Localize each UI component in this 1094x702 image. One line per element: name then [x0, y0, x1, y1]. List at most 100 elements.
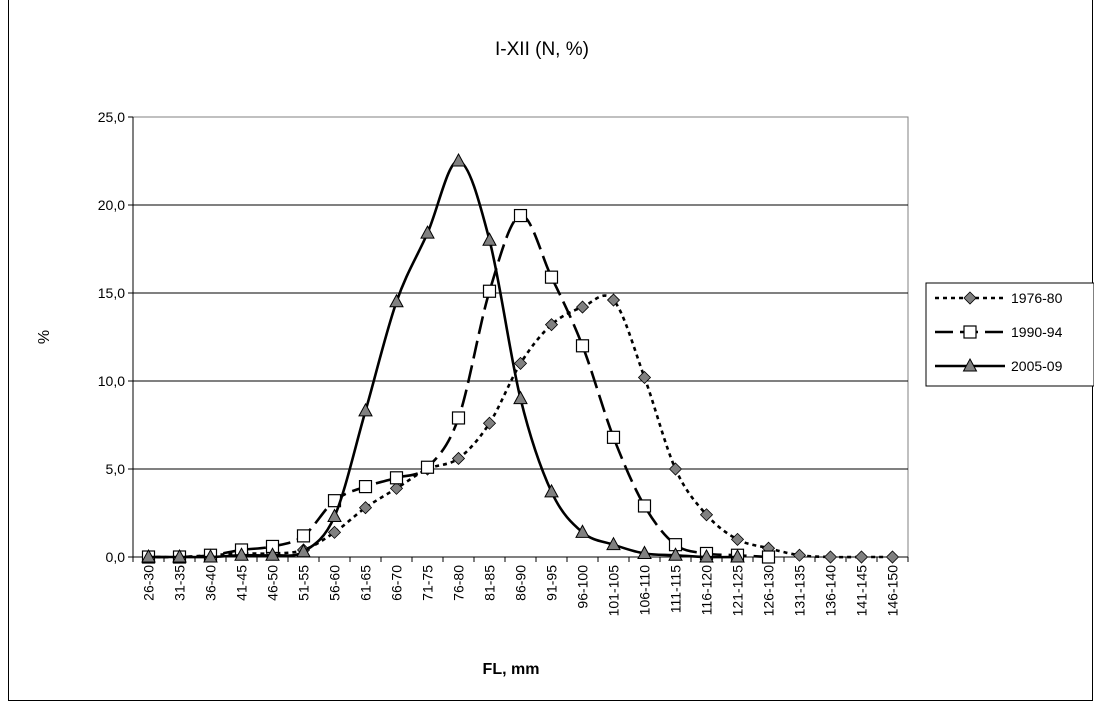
data-point-triangle	[575, 524, 590, 538]
data-point-triangle	[203, 548, 218, 563]
data-point-triangle	[234, 547, 249, 561]
x-tick-label: 26-30	[141, 565, 157, 601]
data-point-square	[358, 480, 373, 494]
data-point-square	[513, 208, 528, 223]
legend-item: 2005-09	[935, 357, 1063, 374]
data-point-square	[389, 471, 404, 485]
plot-area	[132, 116, 909, 558]
y-tick-label: 15,0	[98, 285, 125, 301]
data-point-square	[482, 284, 497, 298]
y-axis-ticks: 0,0 5,0 10,0 15,0 20,0 25,0	[98, 109, 908, 565]
data-point-triangle	[141, 548, 156, 563]
legend-item: 1976-80	[935, 290, 1063, 306]
x-axis-label: FL, mm	[483, 661, 540, 678]
data-point-diamond	[389, 481, 404, 495]
x-tick-label: 96-100	[575, 565, 591, 609]
data-point-square	[296, 529, 311, 543]
x-tick-label: 101-105	[606, 565, 622, 617]
data-point-triangle	[265, 547, 280, 561]
y-tick-label: 0,0	[106, 549, 126, 565]
data-point-triangle	[699, 548, 714, 563]
legend-label: 1990-94	[1011, 324, 1063, 340]
x-tick-label: 71-75	[420, 565, 436, 601]
x-tick-label: 61-65	[358, 565, 374, 601]
data-point-triangle	[606, 536, 621, 551]
x-tick-label: 46-50	[265, 565, 281, 601]
x-tick-label: 136-140	[823, 565, 839, 617]
y-tick-label: 25,0	[98, 109, 125, 125]
y-tick-label: 20,0	[98, 197, 125, 213]
data-point-square	[963, 325, 977, 339]
legend-label: 1976-80	[1011, 290, 1063, 306]
data-point-square	[575, 339, 590, 353]
data-point-diamond	[451, 451, 466, 466]
x-tick-label: 81-85	[482, 565, 498, 601]
x-tick-label: 126-130	[761, 565, 777, 617]
data-point-diamond	[730, 532, 745, 546]
legend: 1976-80 1990-94 2005-09	[935, 290, 1063, 374]
data-point-square	[606, 430, 621, 444]
data-point-triangle	[172, 548, 187, 563]
series-line	[148, 214, 769, 559]
data-point-diamond	[513, 356, 528, 370]
data-point-triangle	[420, 225, 435, 239]
y-tick-label: 10,0	[98, 373, 125, 389]
y-axis-label: %	[36, 330, 53, 344]
x-axis-ticks: 26-30 31-35 36-40 41-45 46-50 51-55 56-60 61-65…	[132, 557, 909, 617]
data-point-triangle	[637, 545, 652, 559]
data-point-square	[420, 460, 435, 474]
series-line	[148, 159, 738, 559]
legend-box	[925, 282, 1094, 387]
data-point-diamond	[699, 508, 714, 522]
data-point-triangle	[389, 293, 404, 308]
x-tick-label: 131-135	[792, 565, 808, 617]
data-point-diamond	[885, 550, 900, 564]
series-2005-09	[141, 152, 745, 563]
x-tick-label: 36-40	[203, 565, 219, 601]
data-point-triangle	[451, 152, 466, 167]
x-tick-label: 106-110	[637, 565, 653, 616]
legend-label: 2005-09	[1011, 358, 1063, 374]
data-point-diamond	[823, 550, 838, 564]
data-point-diamond	[327, 525, 342, 539]
y-tick-label: 5,0	[106, 461, 126, 477]
chart-title: I-XII (N, %)	[495, 39, 589, 60]
data-point-triangle	[730, 548, 745, 563]
x-tick-label: 111-115	[668, 565, 684, 613]
data-point-triangle	[544, 483, 559, 498]
data-point-diamond	[963, 291, 977, 305]
data-point-diamond	[544, 318, 559, 332]
x-tick-label: 121-125	[730, 565, 746, 617]
data-point-diamond	[854, 550, 869, 564]
data-point-triangle	[296, 543, 311, 558]
x-tick-label: 141-145	[854, 565, 870, 617]
data-point-diamond	[792, 548, 807, 562]
data-point-triangle	[327, 508, 342, 523]
data-point-triangle	[482, 232, 497, 246]
data-point-triangle	[962, 357, 978, 372]
x-tick-label: 31-35	[172, 565, 188, 601]
data-point-triangle	[668, 547, 683, 561]
x-tick-label: 86-90	[513, 565, 529, 601]
x-tick-label: 66-70	[389, 565, 405, 601]
x-tick-label: 51-55	[296, 565, 312, 601]
x-tick-label: 116-120	[699, 565, 715, 616]
data-point-triangle	[358, 402, 373, 417]
data-point-triangle	[513, 390, 528, 405]
series-layer	[141, 152, 900, 564]
data-point-diamond	[606, 293, 621, 307]
x-tick-label: 56-60	[327, 565, 343, 601]
data-point-diamond	[575, 300, 590, 314]
data-point-square	[637, 499, 652, 513]
data-point-square	[451, 411, 466, 425]
data-point-diamond	[637, 370, 652, 385]
grid-lines	[133, 204, 908, 470]
legend-item: 1990-94	[935, 324, 1063, 340]
x-tick-label: 76-80	[451, 565, 467, 601]
data-point-diamond	[482, 416, 497, 430]
data-point-square	[544, 270, 559, 284]
x-tick-label: 146-150	[885, 565, 901, 617]
x-tick-label: 91-95	[544, 565, 560, 601]
data-point-diamond	[358, 501, 373, 515]
